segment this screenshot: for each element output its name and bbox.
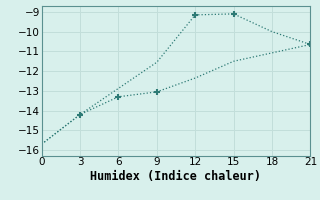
X-axis label: Humidex (Indice chaleur): Humidex (Indice chaleur): [91, 170, 261, 183]
